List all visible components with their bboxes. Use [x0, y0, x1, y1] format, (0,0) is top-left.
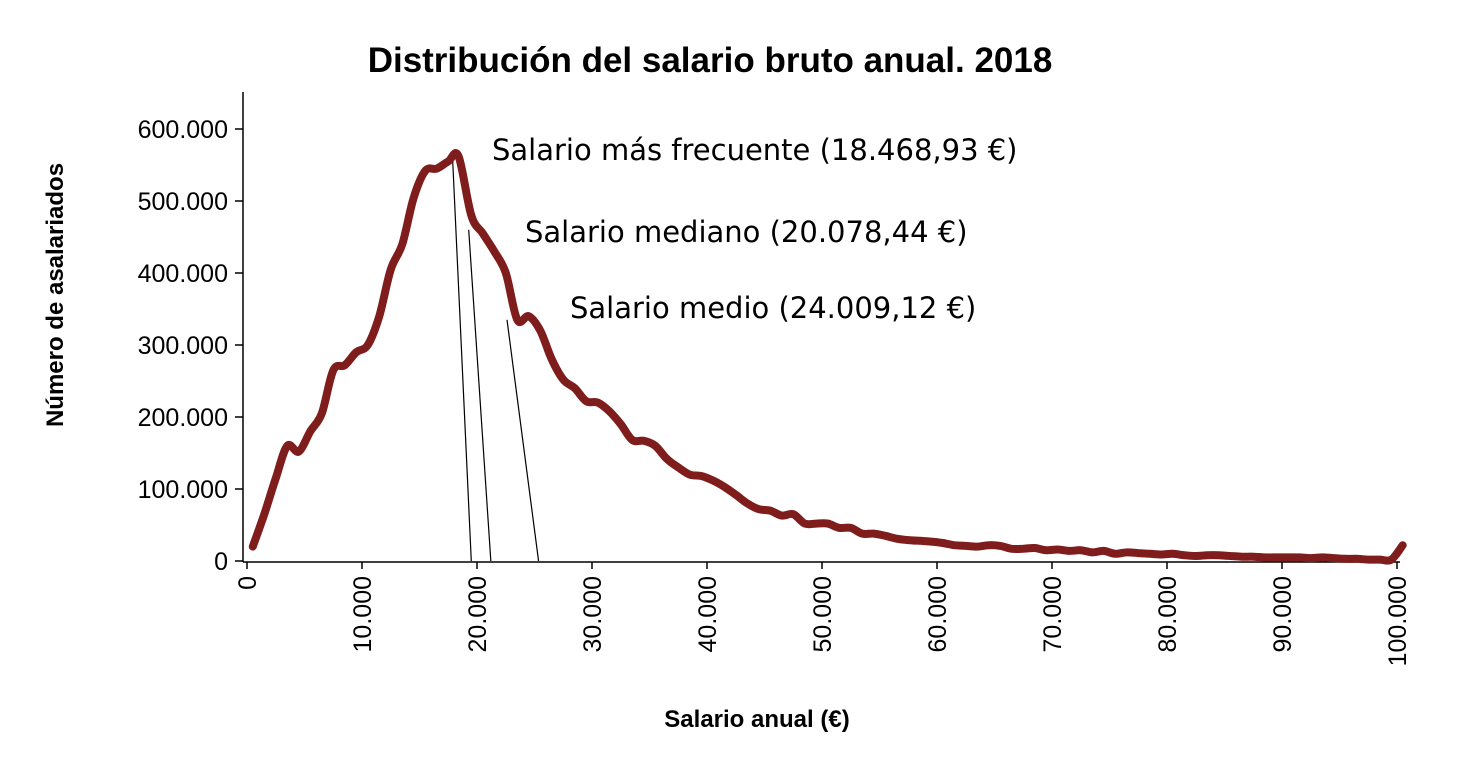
x-tick-group: 0 10.000 20.000 30.000 40.000 50.000 60.000 70.… [234, 562, 1412, 666]
y-tick-label: 100.000 [138, 476, 228, 504]
y-tick-label: 300.000 [138, 332, 228, 360]
chart-title: Distribución del salario bruto anual. 20… [368, 41, 1053, 80]
annotation-leader-line [451, 156, 472, 562]
x-tick-label: 20.000 [464, 576, 492, 652]
y-tick-group: 0 100.000 200.000 300.000 400.000 500.000 600.… [138, 116, 243, 576]
annotation-leader-line [506, 319, 540, 562]
x-tick-label: 10.000 [349, 576, 377, 652]
annotation-median-salary: Salario mediano (20.078,44 €) [525, 215, 968, 249]
annotation-modal-salary: Salario más frecuente (18.468,93 €) [492, 133, 1018, 167]
y-tick-label: 200.000 [138, 404, 228, 432]
y-tick-label: 400.000 [138, 260, 228, 288]
annotation-leader-line [468, 229, 492, 562]
x-axis-label: Salario anual (€) [664, 706, 849, 733]
annotation-line-group [451, 156, 540, 562]
salary-distribution-line [248, 149, 1407, 565]
x-tick-label: 0 [234, 576, 262, 590]
x-tick-label: 70.000 [1039, 576, 1067, 652]
x-tick-label: 60.000 [924, 576, 952, 652]
x-tick-label: 80.000 [1154, 576, 1182, 652]
x-tick-label: 30.000 [579, 576, 607, 652]
annotation-mean-salary: Salario medio (24.009,12 €) [570, 291, 976, 325]
x-tick-label: 40.000 [694, 576, 722, 652]
x-tick-label: 100.000 [1384, 576, 1412, 666]
y-tick-label: 0 [214, 548, 228, 576]
x-tick-label: 90.000 [1269, 576, 1297, 652]
y-axis-label: Número de asalariados [42, 163, 69, 427]
y-tick-label: 500.000 [138, 188, 228, 216]
x-tick-label: 50.000 [809, 576, 837, 652]
y-tick-label: 600.000 [138, 116, 228, 144]
